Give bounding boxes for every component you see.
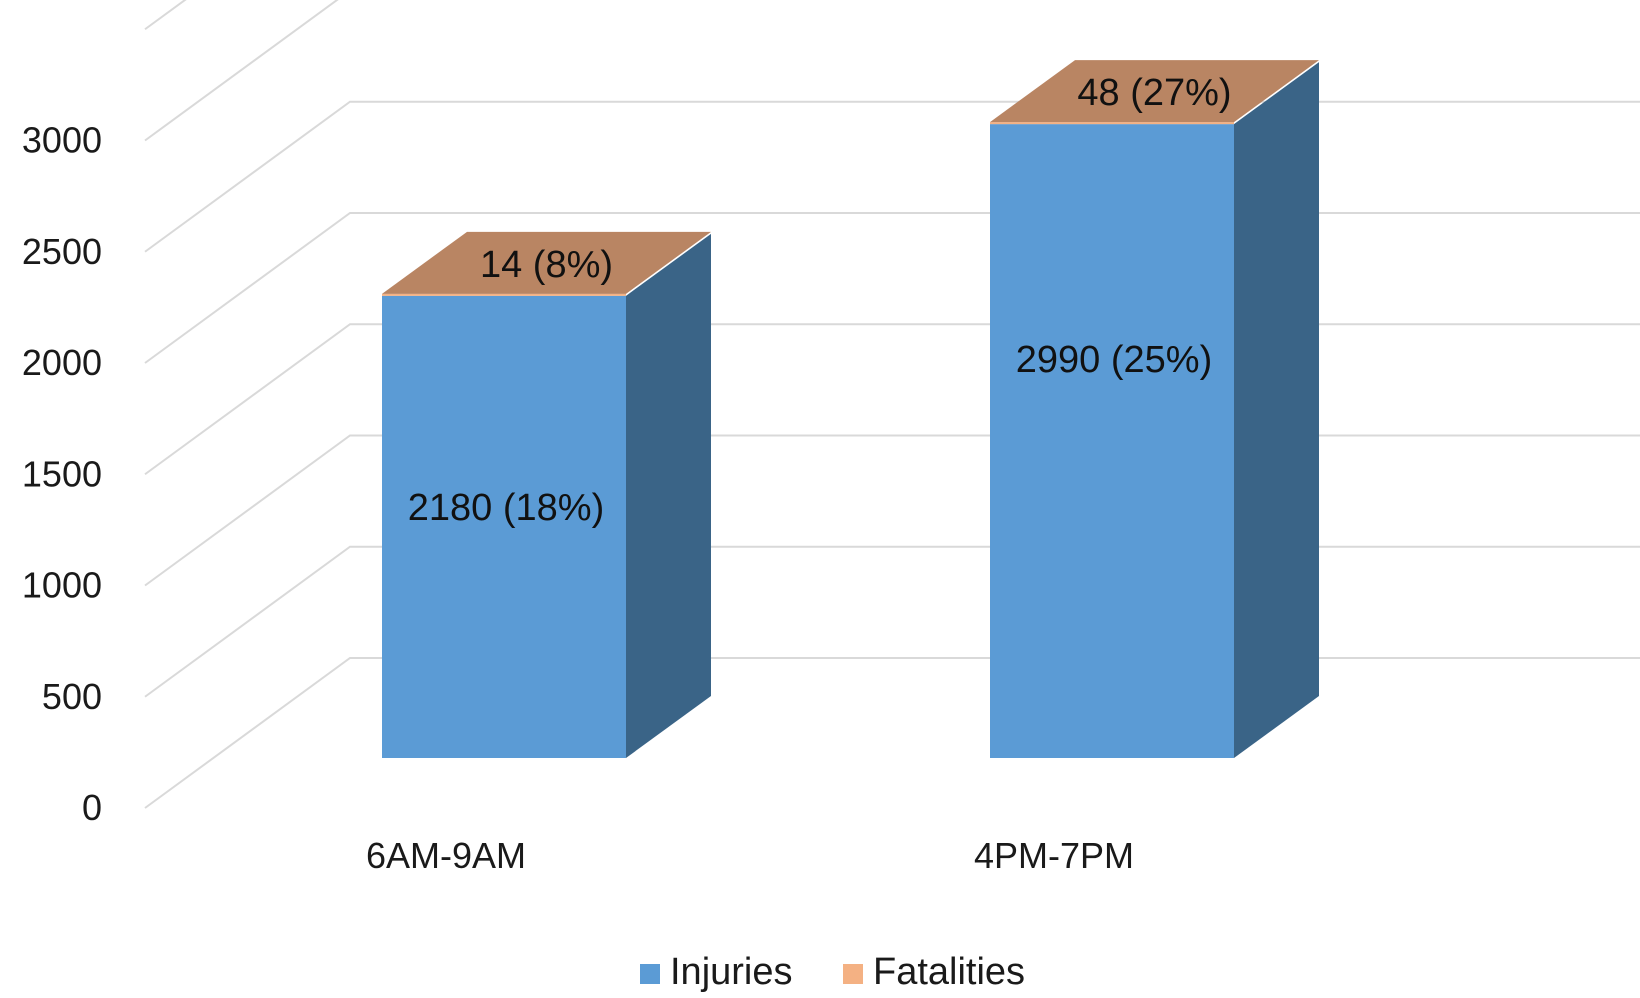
fatalities-bar-top — [382, 231, 711, 294]
fatalities-bar-top — [990, 60, 1319, 123]
y-tick-label: 1000 — [22, 565, 102, 606]
injuries-bar-side — [1234, 62, 1319, 759]
legend-label: Injuries — [670, 951, 793, 993]
y-tick-label: 2000 — [22, 342, 102, 383]
y-tick-label: 2500 — [22, 231, 102, 272]
gridline — [144, 545, 1640, 698]
gridline — [144, 434, 1640, 587]
x-category-label: 4PM-7PM — [974, 835, 1134, 876]
gridline — [144, 0, 187, 31]
gridline — [144, 0, 339, 142]
fatalities-data-label: 14 (8%) — [480, 244, 613, 286]
gridline — [144, 100, 1640, 253]
y-tick-label: 0 — [82, 787, 102, 828]
legend-item-injuries: Injuries — [640, 951, 793, 993]
fatalities-data-label: 48 (27%) — [1077, 72, 1231, 114]
x-category-label: 6AM-9AM — [366, 835, 526, 876]
y-tick-label: 500 — [42, 676, 102, 717]
bars — [382, 60, 1319, 759]
bar-6AM-9AM — [382, 231, 711, 759]
injuries-data-label: 2180 (18%) — [408, 487, 604, 529]
y-tick-label: 1500 — [22, 453, 102, 494]
gridlines — [144, 0, 1640, 809]
injuries-bar-side — [626, 233, 711, 759]
injuries-bar — [990, 124, 1234, 759]
fatalities-bar — [990, 122, 1234, 125]
gridline — [144, 657, 1640, 809]
x-axis-category-labels: 6AM-9AM 4PM-7PM — [366, 835, 1134, 876]
legend-swatch — [843, 964, 863, 984]
gridline — [144, 323, 1640, 476]
injuries-bar — [382, 295, 626, 758]
fatalities-bar — [382, 293, 626, 296]
legend: Injuries Fatalities — [640, 951, 1025, 993]
bar-4PM-7PM — [990, 60, 1319, 759]
legend-swatch — [640, 964, 660, 984]
legend-label: Fatalities — [873, 951, 1025, 993]
legend-item-fatalities: Fatalities — [843, 951, 1025, 993]
y-tick-label: 3000 — [22, 120, 102, 161]
data-labels: 2180 (18%) 14 (8%) 2990 (25%) 48 (27%) — [408, 72, 1232, 529]
y-axis-tick-labels: 0 500 1000 1500 2000 2500 3000 — [22, 120, 102, 829]
gridline — [144, 212, 1640, 364]
injuries-data-label: 2990 (25%) — [1016, 339, 1212, 381]
